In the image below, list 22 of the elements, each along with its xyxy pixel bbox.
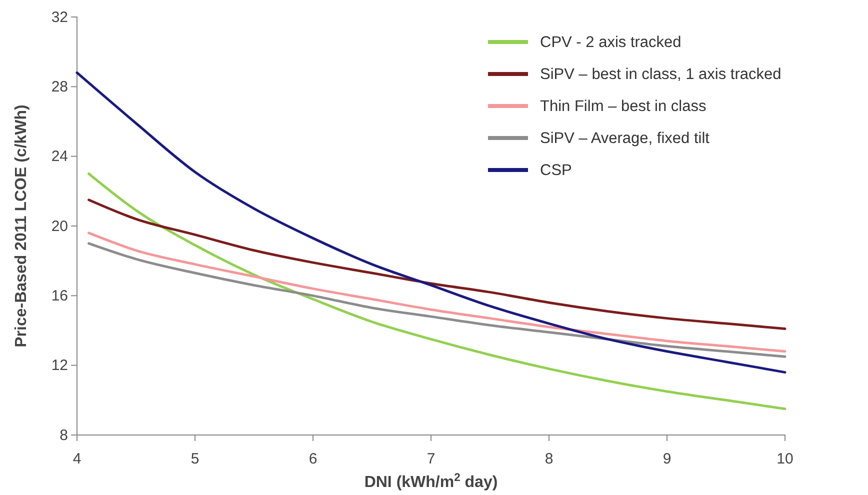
legend-label: SiPV – best in class, 1 axis tracked [540,66,782,83]
y-tick-label: 12 [51,357,68,374]
y-tick-label: 8 [60,426,68,444]
x-tick-label: 9 [662,450,672,468]
x-axis-title: DNI (kWh/m$^{2}$ day) [364,472,498,491]
x-tick-label: 4 [72,450,82,468]
legend-label: Thin Film – best in class [540,98,706,115]
y-tick-label: 24 [51,148,68,166]
legend-label: SiPV – Average, fixed tilt [540,130,710,147]
y-axis-title: Price-Based 2011 LCOE (c/kWh) [13,104,30,348]
y-tick-label: 32 [51,8,68,26]
x-tick-label: 8 [544,450,554,468]
line-series [88,198,786,330]
y-tick-label: 28 [51,78,68,96]
y-tick-label: 16 [51,287,68,304]
x-tick-label: 7 [426,450,436,468]
x-tick-label: 6 [308,450,318,468]
x-tick-label: 10 [776,450,794,468]
y-tick-label: 20 [51,218,68,235]
x-tick-label: 5 [190,450,200,468]
legend-label: CPV - 2 axis tracked [540,34,682,51]
legend-label: CSP [540,162,572,179]
